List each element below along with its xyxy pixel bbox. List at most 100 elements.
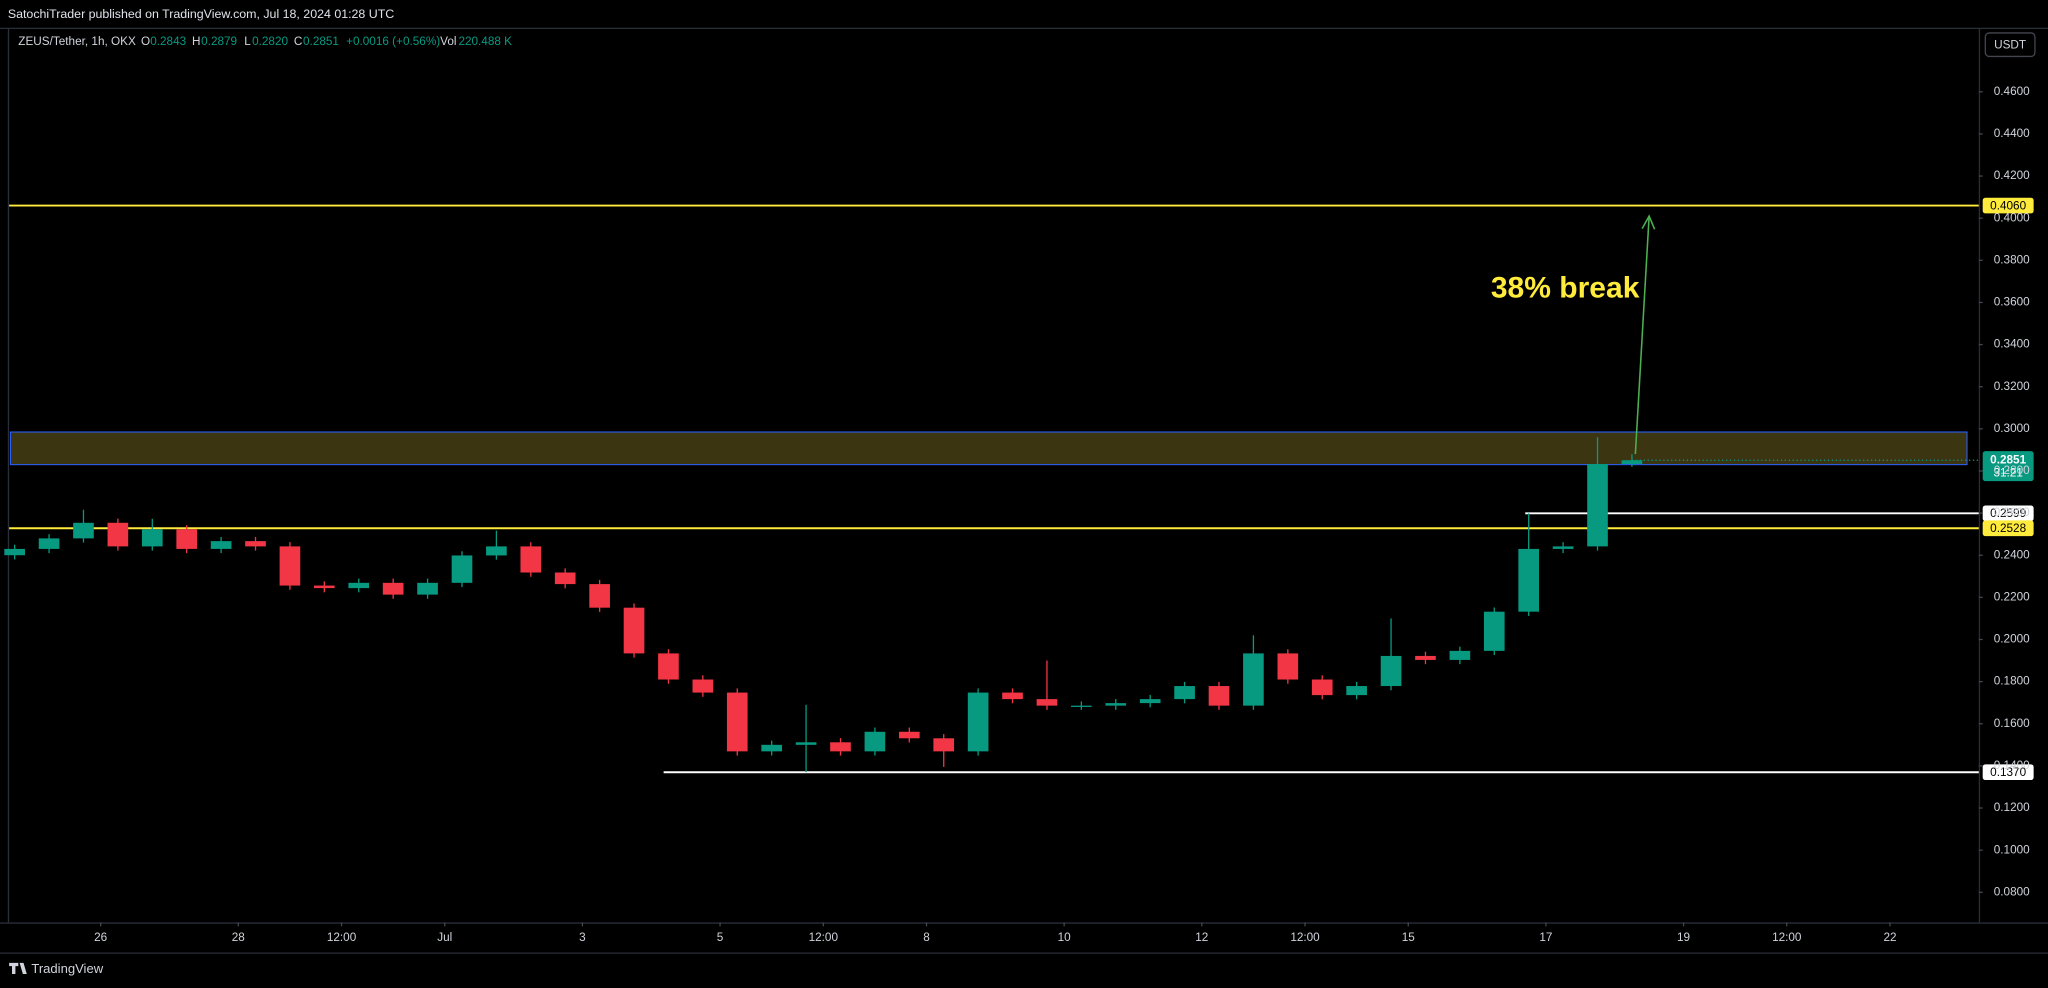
candle-body [1139,699,1161,704]
candle-body [1208,686,1230,706]
x-tick-label: 17 [1539,931,1552,944]
candle-body [1518,548,1540,612]
candle-body [1002,692,1023,700]
legend-vol: 220.488 K [458,35,512,48]
y-tick-label: 0.4400 [1994,127,2030,140]
y-tick-label: 0.1000 [1994,843,2030,856]
candle-body [314,585,335,589]
x-tick-label: 19 [1677,931,1690,944]
last-price-label: 0.2851 [1990,453,2026,466]
y-tick-label: 0.4600 [1994,85,2030,98]
x-tick-label: 12 [1195,931,1208,944]
y-tick-label: 0.3800 [1994,253,2030,266]
y-tick-label: 0.1400 [1994,759,2030,772]
candle-body [486,546,507,556]
y-tick-label: 0.2200 [1994,590,2030,603]
x-tick-label: 10 [1058,931,1072,944]
candle-body [141,529,163,547]
legend-l: 0.2820 [252,35,288,48]
level-price-label: 0.2528 [1990,522,2026,535]
x-tick-label: 12:00 [809,931,839,944]
candle-body [520,546,542,573]
plot-area: 0.4060 0.2599 0.2528 0.1370 38% break 0.28513… [4,197,2034,781]
legend-h: 0.2879 [201,35,237,48]
y-tick-label: 0.0800 [1994,885,2030,898]
candle-body [1277,653,1299,680]
candle-body [1036,699,1058,706]
candle-body [589,584,610,608]
candle-body [38,538,60,549]
y-tick-label: 0.1200 [1994,801,2030,814]
candle-body [1380,655,1402,687]
candle-body [417,582,438,595]
candle-body [830,742,851,752]
level-price-tag [1982,197,2034,214]
x-tick-label: 12:00 [1290,931,1320,944]
candle-body [176,529,198,549]
y-tick-label: 0.4000 [1994,211,2030,224]
level-price-tag [1982,764,2034,781]
candle-body [1174,686,1195,700]
currency-button-label[interactable]: USDT [1994,38,2026,51]
legend: ZEUS/Tether, 1h, OKX O 0.2843 H 0.2879 L… [18,35,512,48]
y-tick-label: 0.3200 [1994,380,2030,393]
candle-body [726,692,748,752]
candle-body [348,582,370,589]
y-tick-label: 0.2000 [1994,633,2030,646]
y-tick-label: 0.2400 [1994,548,2030,561]
currency-button[interactable]: USDT [1984,32,2036,58]
target-arrow [1634,216,1650,455]
candle-body [658,653,679,680]
candle-body [1105,703,1127,706]
legend-o-label: O [141,35,150,48]
y-tick-label: 0.3400 [1994,338,2030,351]
candle-body [1346,686,1367,696]
candle-body [245,541,266,547]
x-tick-label: 12:00 [327,931,357,944]
x-tick-label: 15 [1402,931,1416,944]
candle-body [1483,611,1505,651]
candle-body [451,555,473,583]
y-tick-label: 0.3600 [1994,296,2030,309]
candle-body [1587,464,1608,547]
legend-change: +0.0016 (+0.56%) [346,35,440,48]
legend-c: 0.2851 [303,35,339,48]
legend-l-label: L [244,35,251,48]
x-tick-label: 5 [717,931,724,944]
legend-vol-label: Vol [440,35,456,48]
x-tick-label: 28 [232,931,246,944]
y-tick-label: 0.2600 [1994,506,2030,519]
countdown-label: 31:21 [1993,466,2022,479]
candle-body [1415,655,1436,660]
candle-body [1243,653,1264,706]
last-price-tag [1982,451,2034,482]
y-tick-label: 0.3000 [1994,422,2030,435]
level-price-label: 0.2599 [1990,507,2026,520]
publisher-line: SatochiTrader published on TradingView.c… [8,7,394,21]
currency-button-box[interactable] [1984,32,2036,58]
annotation: 38% break [1491,272,1640,305]
x-tick-label: 26 [94,931,108,944]
candle-body [864,731,886,752]
legend-c-label: C [294,35,303,48]
y-tick-label: 0.4200 [1994,169,2030,182]
tradingview-logo [9,962,27,974]
x-tick-label: 3 [579,931,586,944]
y-tick-label: 0.1600 [1994,717,2030,730]
candle-body [1449,650,1471,660]
footer: TradingView [9,961,104,976]
candle-body [1552,546,1574,549]
candle-body [761,744,782,752]
candle-body [73,522,94,539]
candle-body [382,582,404,595]
candle-body [623,607,645,654]
x-tick-label: 8 [923,931,930,944]
candle-body [554,572,576,585]
y-tick-label: 0.1800 [1994,675,2030,688]
candle-body [4,548,25,556]
resistance-zone [9,431,1968,466]
candle-body [1311,679,1333,696]
x-tick-label: 12:00 [1772,931,1802,944]
candle-body [279,546,301,586]
